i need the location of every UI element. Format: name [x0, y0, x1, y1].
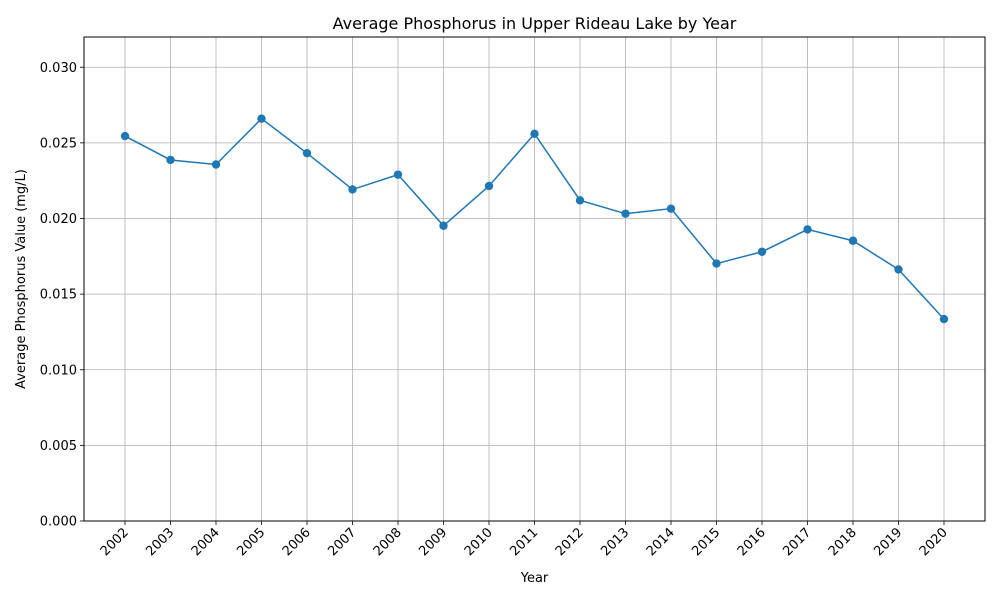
data-point-2014 [666, 204, 676, 213]
data-point-2005 [257, 114, 266, 123]
data-point-2020 [939, 314, 949, 324]
data-point-2019 [894, 265, 903, 274]
data-point-2010 [484, 181, 494, 191]
data-point-2002 [120, 131, 130, 141]
y-tick-label: 0.015 [40, 288, 77, 303]
data-point-2017 [803, 225, 812, 234]
data-point-2018 [848, 236, 858, 245]
data-point-2012 [575, 196, 585, 205]
data-point-2006 [302, 148, 312, 158]
data-point-2004 [211, 160, 221, 169]
series-group [120, 114, 949, 324]
data-point-2003 [166, 155, 175, 165]
x-axis-label: Year [520, 571, 549, 586]
chart-title: Average Phosphorus in Upper Rideau Lake … [333, 14, 737, 33]
data-point-2016 [757, 247, 767, 256]
data-point-2011 [530, 129, 539, 138]
y-tick-label: 0.010 [40, 363, 77, 378]
y-tick-label: 0.030 [40, 61, 77, 76]
data-point-2008 [393, 170, 403, 179]
grid [84, 37, 985, 522]
y-tick-label: 0.025 [40, 136, 77, 151]
data-point-2007 [348, 185, 357, 194]
y-axis: 0.000 0.005 0.010 0.015 0.020 0.025 0.030 [40, 61, 84, 530]
y-tick-label: 0.000 [40, 515, 77, 530]
y-tick-label: 0.005 [40, 439, 77, 454]
data-point-2015 [712, 259, 721, 268]
y-axis-label: Average Phosphorus Value (mg/L) [14, 169, 29, 389]
y-tick-label: 0.020 [40, 212, 77, 227]
data-point-2009 [439, 221, 448, 230]
data-point-2013 [621, 209, 630, 218]
